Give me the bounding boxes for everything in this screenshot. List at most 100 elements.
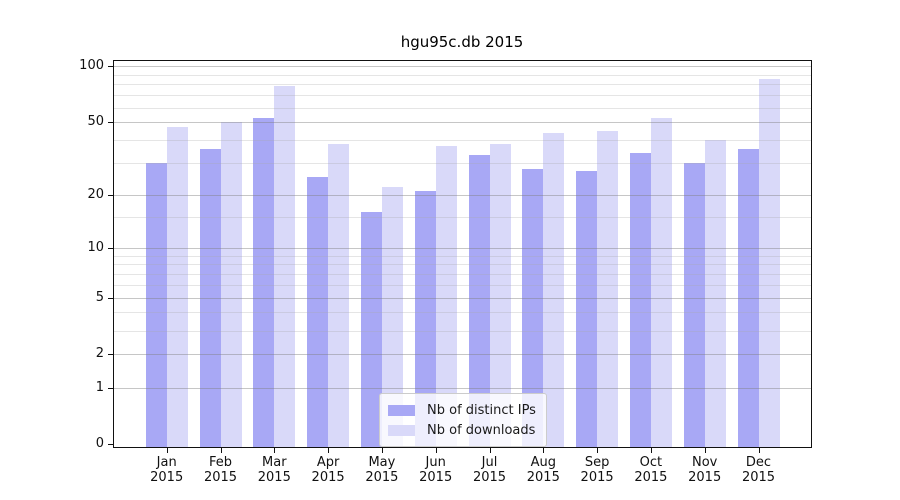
bar-distinct-ips-may — [360, 212, 382, 447]
chart-title: hgu95c.db 2015 — [400, 33, 524, 51]
bar-distinct-ips-dec — [737, 148, 759, 447]
x-tick-mark-sep — [597, 448, 599, 453]
x-tick-mark-nov — [704, 448, 706, 453]
x-tick-mark-may — [381, 448, 383, 453]
x-tick-year: 2015 — [311, 470, 345, 485]
x-tick-year: 2015 — [203, 470, 238, 485]
bar-downloads-oct — [650, 117, 672, 447]
x-tick-mark-apr — [328, 448, 330, 453]
y-tick-label-5: 5 — [95, 289, 104, 305]
x-tick-year: 2015 — [365, 470, 399, 485]
x-tick-month: Oct — [639, 455, 663, 470]
x-tick-year: 2015 — [634, 470, 668, 485]
y-tick-label-20: 20 — [87, 186, 104, 202]
x-tick-label-jan: Jan 2015 — [137, 455, 197, 485]
y-tick-mark-20 — [108, 194, 113, 196]
x-tick-year: 2015 — [688, 470, 722, 485]
x-tick-year: 2015 — [580, 470, 614, 485]
bar-downloads-jul — [489, 144, 511, 447]
y-tick-mark-50 — [108, 122, 113, 124]
y-tick-mark-100 — [108, 66, 113, 68]
x-tick-year: 2015 — [472, 470, 507, 485]
y-tick-mark-10 — [108, 247, 113, 249]
bar-downloads-mar — [274, 86, 296, 447]
x-tick-label-apr: Apr 2015 — [298, 455, 358, 485]
bar-distinct-ips-aug — [522, 168, 544, 447]
x-tick-label-sep: Sep 2015 — [567, 455, 627, 485]
x-tick-year: 2015 — [526, 470, 560, 485]
y-tick-label-100: 100 — [79, 58, 104, 74]
bar-downloads-may — [381, 187, 403, 447]
x-tick-label-dec: Dec 2015 — [729, 455, 789, 485]
bar-distinct-ips-jul — [468, 155, 490, 447]
y-tick-label-2: 2 — [95, 346, 104, 362]
bar-distinct-ips-jan — [145, 163, 167, 447]
y-tick-mark-5 — [108, 297, 113, 299]
x-tick-label-jun: Jun 2015 — [406, 455, 466, 485]
x-tick-mark-dec — [758, 448, 760, 453]
bar-downloads-apr — [328, 144, 350, 447]
x-tick-mark-jul — [489, 448, 491, 453]
bar-distinct-ips-mar — [253, 117, 275, 447]
x-tick-mark-feb — [220, 448, 222, 453]
x-tick-month: Jul — [481, 455, 498, 470]
legend-item-distinct-ips: Nb of distinct IPs — [388, 400, 536, 420]
plot-area: 0 1 2 5 10 20 50 100 Jan 2015 Feb 2015 Mar 2015 Apr 201… — [79, 58, 812, 485]
x-tick-month: Sep — [584, 455, 610, 470]
bar-downloads-feb — [220, 122, 242, 447]
y-tick-mark-0 — [108, 444, 113, 446]
x-tick-mark-aug — [543, 448, 545, 453]
y-tick-label-0: 0 — [95, 436, 104, 452]
x-tick-label-nov: Nov 2015 — [675, 455, 735, 485]
y-tick-mark-2 — [108, 354, 113, 356]
bar-downloads-aug — [543, 132, 565, 447]
x-tick-label-jul: Jul 2015 — [460, 455, 520, 485]
y-tick-label-10: 10 — [87, 239, 104, 255]
bar-downloads-jan — [166, 127, 188, 447]
legend-label-distinct-ips: Nb of distinct IPs — [427, 402, 536, 418]
legend: Nb of distinct IPs Nb of downloads — [379, 393, 547, 447]
axis-layer: 0 1 2 5 10 20 50 100 Jan 2015 Feb 2015 Mar 2015 Apr 201… — [79, 58, 811, 485]
bar-distinct-ips-oct — [629, 153, 651, 447]
legend-item-downloads: Nb of downloads — [388, 420, 536, 440]
x-tick-label-oct: Oct 2015 — [621, 455, 681, 485]
x-tick-mark-oct — [650, 448, 652, 453]
x-tick-month: Nov — [692, 455, 718, 470]
y-tick-mark-1 — [108, 387, 113, 389]
bar-distinct-ips-nov — [683, 163, 705, 447]
legend-swatch-downloads — [388, 424, 415, 436]
bar-downloads-nov — [704, 140, 726, 447]
x-tick-year: 2015 — [150, 470, 184, 485]
y-tick-label-1: 1 — [95, 379, 104, 395]
bar-distinct-ips-apr — [307, 177, 329, 447]
bar-downloads-sep — [597, 130, 619, 447]
bar-distinct-ips-feb — [199, 148, 221, 447]
x-tick-month: Feb — [208, 455, 233, 470]
x-tick-month: Jan — [156, 455, 177, 470]
x-tick-year: 2015 — [257, 470, 291, 485]
bars-layer — [114, 61, 811, 447]
x-tick-month: Apr — [316, 455, 340, 470]
x-tick-mark-jan — [166, 448, 168, 453]
x-tick-year: 2015 — [741, 470, 776, 485]
legend-label-downloads: Nb of downloads — [427, 422, 536, 438]
x-tick-label-aug: Aug 2015 — [513, 455, 573, 485]
x-tick-label-feb: Feb 2015 — [191, 455, 251, 485]
x-tick-month: Aug — [530, 455, 556, 470]
bar-downloads-dec — [758, 78, 780, 447]
y-tick-label-50: 50 — [87, 114, 104, 130]
bar-distinct-ips-jun — [414, 191, 436, 447]
x-tick-label-may: May 2015 — [352, 455, 412, 485]
x-tick-month: Dec — [745, 455, 772, 470]
x-tick-year: 2015 — [419, 470, 453, 485]
x-tick-month: Mar — [262, 455, 287, 470]
x-tick-mark-jun — [435, 448, 437, 453]
bar-downloads-jun — [435, 146, 457, 447]
bar-distinct-ips-sep — [576, 171, 598, 447]
legend-swatch-distinct-ips — [388, 404, 415, 416]
x-tick-month: Jun — [425, 455, 446, 470]
x-tick-month: May — [368, 455, 396, 470]
x-tick-mark-mar — [274, 448, 276, 453]
x-tick-label-mar: Mar 2015 — [244, 455, 304, 485]
